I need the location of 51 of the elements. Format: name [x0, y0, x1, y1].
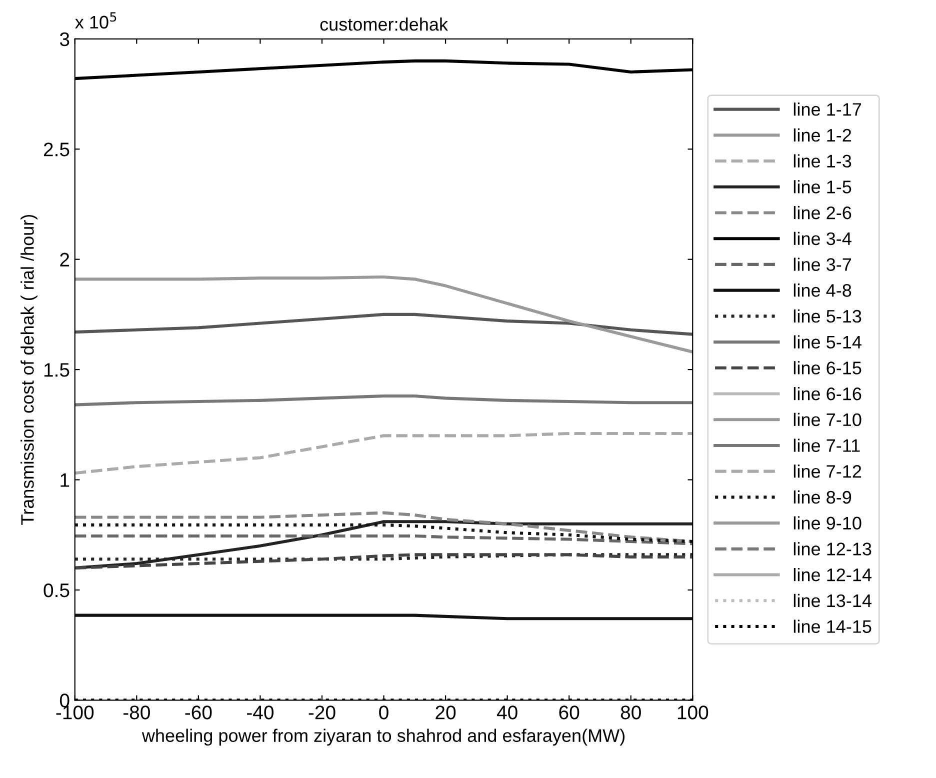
legend-label: line 6-15 [794, 361, 862, 374]
x-tick-label: 40 [496, 706, 518, 720]
line-series [74, 312, 693, 336]
legend-label: line 3-7 [794, 258, 852, 271]
legend-label: line 1-5 [794, 180, 852, 194]
y-tick-label: 3 [60, 32, 70, 46]
x-tick-label: 0 [379, 706, 388, 720]
legend-label: line 7-12 [794, 464, 862, 478]
legend-label: line 8-9 [794, 490, 852, 504]
legend-label: line 4-8 [794, 284, 852, 297]
legend-label: line 9-10 [794, 516, 862, 530]
x-tick-label: -100 [56, 706, 94, 720]
legend-label: line 5-14 [794, 335, 862, 349]
x-tick-label: -20 [308, 706, 336, 720]
x-axis-title: wheeling power from ziyaran to shahrod and esfarayen(MW) [142, 728, 625, 746]
y-axis-title: Transmission cost of dehak ( rial /hour) [20, 214, 38, 525]
legend-label: line 3-4 [794, 232, 852, 246]
legend-label: line 14-15 [794, 620, 872, 633]
y-tick-label: 0 [60, 694, 70, 708]
x-tick-label: 20 [436, 706, 456, 720]
x-tick-label: 60 [559, 706, 580, 720]
legend-label: line 12-13 [794, 542, 872, 556]
y-tick-label: 1 [60, 473, 70, 487]
chart-title: customer:dehak [320, 17, 448, 31]
line-series [74, 511, 693, 544]
line-series [74, 553, 693, 570]
legend-label: line 7-11 [794, 438, 860, 452]
legend-label: line 1-17 [794, 102, 862, 116]
x-tick-label: -60 [185, 706, 212, 720]
legend-label: line 1-3 [794, 154, 852, 168]
legend-label: line 6-16 [794, 386, 862, 400]
x-tick-label: 80 [620, 706, 641, 720]
line-series [74, 523, 693, 544]
y-tick-label: 2.5 [44, 142, 70, 156]
legend-label: line 7-10 [794, 412, 862, 426]
y-tick-label: 2 [60, 252, 70, 266]
legend-label: line 12-14 [794, 568, 872, 582]
x-tick-label: 100 [678, 706, 708, 720]
legend-label: line 5-13 [794, 309, 862, 323]
y-tick-label: 0.5 [44, 583, 70, 598]
line-series [74, 534, 693, 546]
x-tick-label: -40 [247, 706, 274, 720]
legend-label: line 1-2 [794, 128, 852, 142]
line-series [74, 275, 693, 354]
text: x 10$^{5}$ [75, 12, 116, 29]
line-series [74, 394, 693, 406]
x-tick-label: -80 [123, 706, 150, 720]
legend-label: line 2-6 [794, 206, 852, 220]
y-tick-label: 1.5 [44, 363, 70, 377]
legend-label: line 13-14 [794, 594, 872, 608]
line-series [74, 432, 693, 475]
